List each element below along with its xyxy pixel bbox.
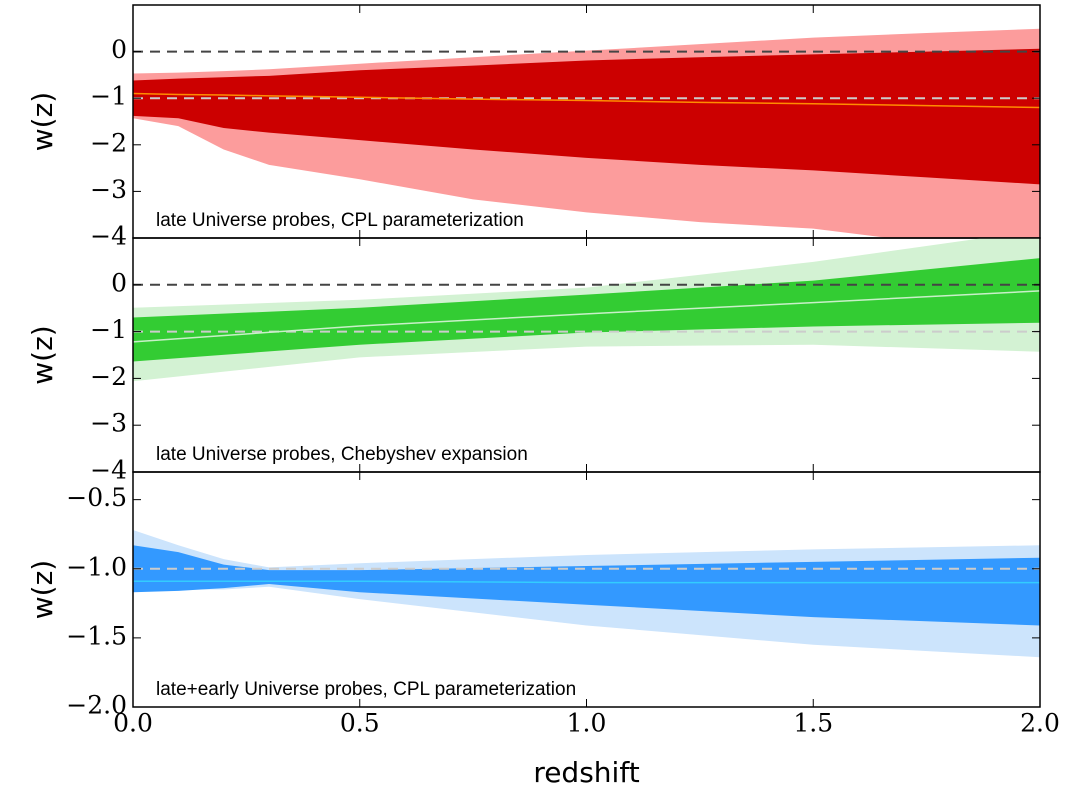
annotation: late Universe probes, CPL parameterizati… — [156, 210, 524, 231]
plot-area — [133, 238, 1040, 382]
y-tick-label: −4 — [90, 222, 127, 251]
y-tick-label: −2.0 — [66, 691, 127, 720]
x-tick-label: 0.5 — [340, 709, 380, 738]
annotation: late Universe probes, Chebyshev expansio… — [156, 444, 528, 465]
y-tick-label: 0 — [111, 268, 127, 297]
band — [133, 48, 1040, 185]
y-tick-label: −1 — [90, 82, 127, 111]
center-line — [133, 92, 1040, 109]
y-axis-label: w(z) — [26, 92, 59, 151]
x-axis-label: redshift — [533, 756, 639, 789]
y-tick-label: −3 — [90, 409, 127, 438]
y-tick-label: −1.0 — [66, 552, 127, 581]
y-tick-label: −1.5 — [66, 621, 127, 650]
y-tick-label: −0.5 — [66, 483, 127, 512]
y-tick-label: −1 — [90, 315, 127, 344]
y-tick-label: 0 — [111, 35, 127, 64]
plot-area — [133, 28, 1040, 238]
y-tick-label: −2 — [90, 128, 127, 157]
center-line — [133, 290, 1040, 343]
y-tick-label: −2 — [90, 362, 127, 391]
band — [133, 545, 1040, 626]
x-tick-label: 1.5 — [793, 709, 833, 738]
annotation: late+early Universe probes, CPL paramete… — [156, 679, 576, 700]
y-tick-label: −3 — [90, 175, 127, 204]
x-tick-label: 2.0 — [1020, 709, 1060, 738]
x-tick-label: 1.0 — [567, 709, 607, 738]
y-tick-label: −4 — [90, 456, 127, 485]
center-line — [133, 580, 1040, 584]
y-axis-label: w(z) — [26, 560, 59, 619]
y-axis-label: w(z) — [26, 325, 59, 384]
plot-area — [133, 530, 1040, 658]
x-tick-label: 0.0 — [113, 709, 153, 738]
